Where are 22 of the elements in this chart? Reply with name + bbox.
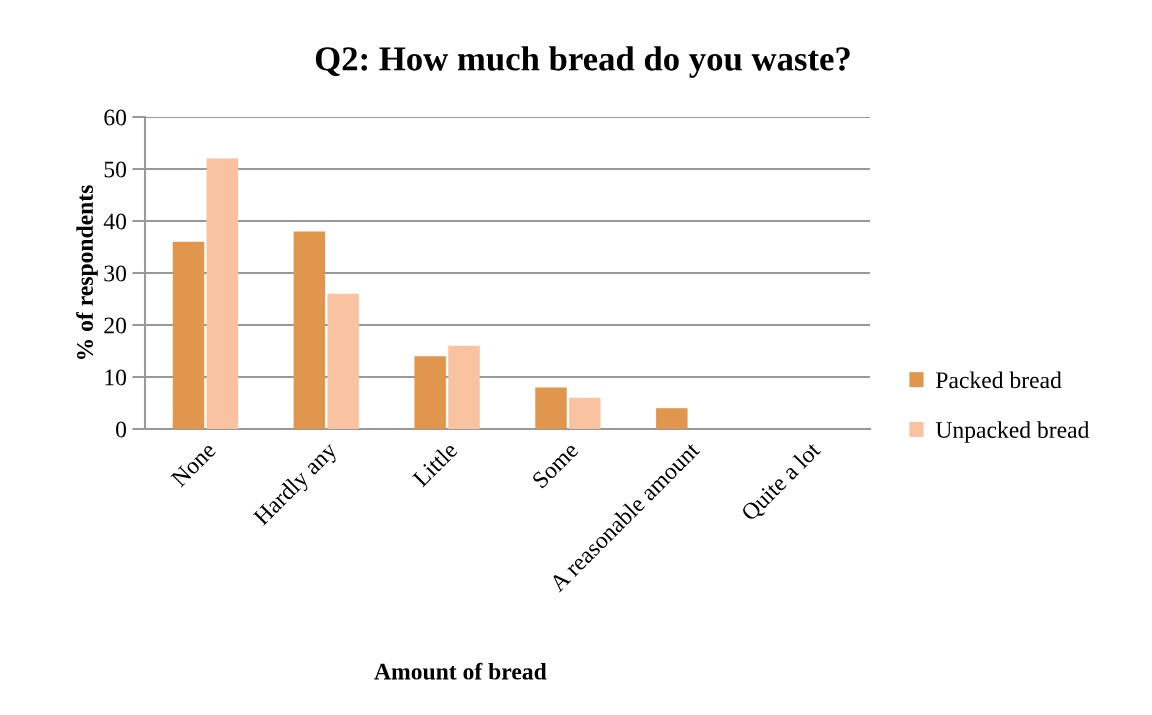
y-tick-label: 30 (104, 265, 127, 282)
bar (535, 387, 567, 429)
x-tick-label: Quite a lot (739, 440, 824, 525)
x-axis-title: Amount of bread (374, 662, 547, 680)
y-tick-label: 10 (105, 369, 127, 386)
y-tick-label: 50 (104, 161, 127, 178)
legend-label: Packed bread (936, 371, 1062, 389)
bar (206, 158, 239, 429)
y-tick-label: 60 (104, 109, 127, 126)
bar (448, 345, 480, 429)
bar (327, 293, 359, 429)
bar (293, 231, 326, 429)
bar (414, 356, 446, 429)
legend-label: Unpacked bread (935, 421, 1090, 443)
chart-title: Q2: How much bread do you waste? (315, 46, 850, 78)
y-axis-title: % of respondents (76, 185, 98, 359)
y-tick-label: 40 (103, 213, 127, 230)
y-tick-label: 20 (104, 317, 127, 334)
bar (656, 408, 688, 429)
y-tick-label: 0 (116, 421, 127, 438)
bar (172, 241, 205, 429)
bar (569, 397, 601, 429)
